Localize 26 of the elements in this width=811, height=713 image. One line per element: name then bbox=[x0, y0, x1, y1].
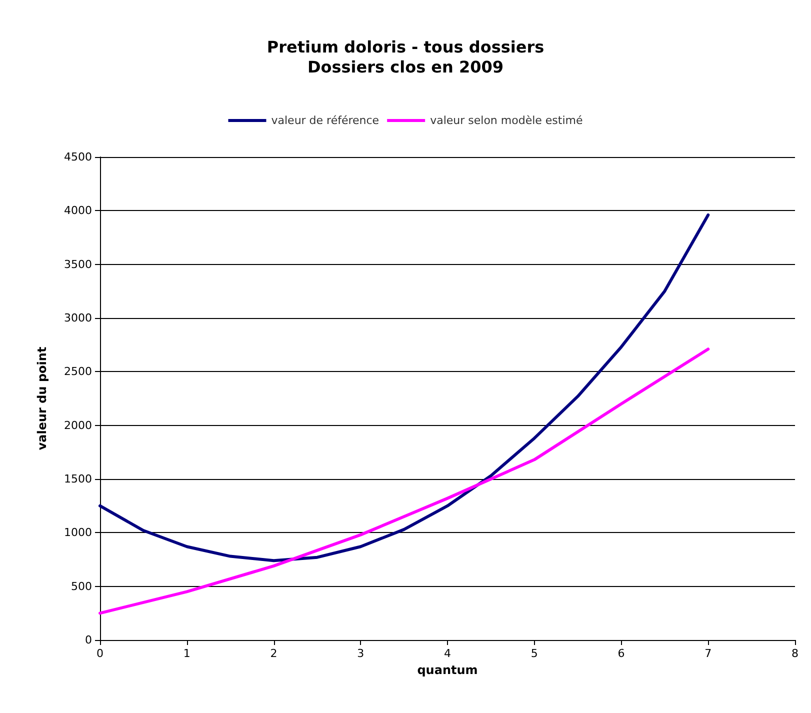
y-tick-label: 2500 bbox=[64, 365, 92, 378]
y-tick-label: 2000 bbox=[64, 418, 92, 432]
y-tick-label: 4500 bbox=[64, 150, 92, 164]
y-tick-label: 3500 bbox=[64, 258, 92, 271]
x-tick-label: 0 bbox=[96, 647, 104, 660]
x-tick-label: 5 bbox=[530, 647, 538, 660]
line-series bbox=[98, 213, 710, 562]
x-tick-label: 2 bbox=[270, 647, 278, 660]
x-tick-label: 7 bbox=[704, 647, 712, 660]
x-tick-label: 4 bbox=[444, 647, 451, 660]
y-tick-label: 4000 bbox=[64, 204, 92, 218]
chart-title: Pretium doloris - tous dossiers Dossiers clos en 2009 bbox=[266, 38, 544, 76]
y-tick-label: 3000 bbox=[64, 312, 92, 324]
x-axis-title: quantum bbox=[417, 662, 478, 677]
y-tick-label: 500 bbox=[71, 580, 92, 593]
x-tick-label: 1 bbox=[183, 647, 190, 660]
y-tick-label: 0 bbox=[85, 634, 92, 646]
x-tick-label: 8 bbox=[792, 647, 798, 660]
x-tick-label: 6 bbox=[618, 647, 625, 660]
y-tick-label: 1500 bbox=[64, 472, 92, 486]
legend-label: valeur de référence bbox=[271, 114, 380, 127]
line-series bbox=[98, 348, 710, 615]
x-tick-label: 3 bbox=[357, 647, 364, 660]
y-tick-label: 1000 bbox=[64, 526, 92, 540]
y-axis-title: valeur du point bbox=[35, 346, 49, 450]
legend-label: valeur selon modèle estimé bbox=[430, 114, 583, 127]
